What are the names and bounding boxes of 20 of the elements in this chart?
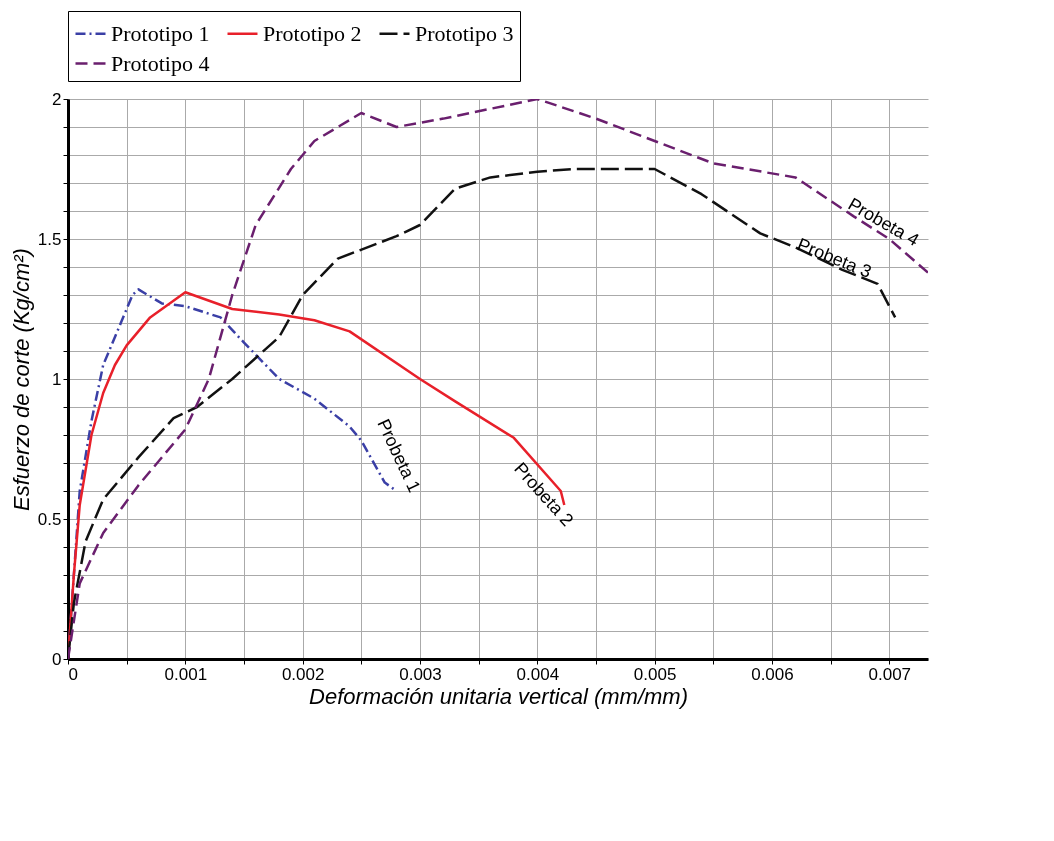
x-tick-label: 0.006 [751,664,794,684]
x-axis-title: Deformación unitaria vertical (mm/mm) [309,683,688,709]
legend-label: Prototipo 4 [111,50,210,76]
legend-label: Prototipo 2 [263,20,362,46]
line-series [68,99,928,659]
y-tick-label: 1.5 [37,229,62,249]
y-tick-label: 0 [52,649,62,669]
y-axis-title: Esfuerzo de corte (Kg/cm²) [8,248,34,511]
legend-label: Prototipo 3 [415,20,514,46]
x-tick-label: 0.003 [399,664,442,684]
x-tick-label: 0.007 [868,664,912,684]
legend-label: Prototipo 1 [111,20,210,46]
y-tick-label: 0.5 [37,509,62,529]
x-tick-label: 0.002 [281,664,325,684]
x-tick-label: 0 [68,664,78,684]
x-tick-label: 0.005 [633,664,677,684]
x-tick-label: 0.004 [516,664,560,684]
x-tick-label: 0.001 [164,664,208,684]
y-tick-label: 1 [52,369,62,389]
y-tick-label: 2 [52,89,62,109]
